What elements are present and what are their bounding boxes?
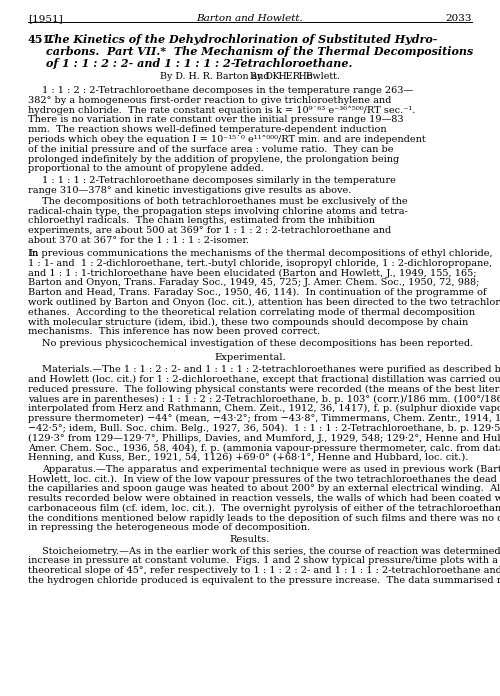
Text: pressure thermometer) −44° (mean, −43·2°; from −43·8°, Timmermans, Chem. Zentr.,: pressure thermometer) −44° (mean, −43·2°…	[28, 414, 500, 423]
Text: The Kinetics of the Dehydrochlorination of Substituted Hydro-: The Kinetics of the Dehydrochlorination …	[46, 34, 438, 45]
Text: theoretical slope of 45°, refer respectively to 1 : 1 : 2 : 2- and 1 : 1 : 1 : 2: theoretical slope of 45°, refer respecti…	[28, 566, 500, 575]
Text: Amer. Chem. Soc., 1936, 58, 404), f. p. (ammonia vapour-pressure thermometer, ca: Amer. Chem. Soc., 1936, 58, 404), f. p. …	[28, 443, 500, 452]
Text: Results.: Results.	[230, 535, 270, 544]
Text: −42·5°; idem, Bull. Soc. chim. Belg., 1927, 36, 504).  1 : 1 : 1 : 2-Tetrachloro: −42·5°; idem, Bull. Soc. chim. Belg., 19…	[28, 424, 500, 433]
Text: and 1 : 1 : 1-trichloroethane have been elucidated (Barton and Howlett, J., 1949: and 1 : 1 : 1-trichloroethane have been …	[28, 269, 476, 278]
Text: reduced pressure.  The following physical constants were recorded (the means of : reduced pressure. The following physical…	[28, 385, 500, 394]
Text: mechanisms.  This inference has now been proved correct.: mechanisms. This inference has now been …	[28, 327, 320, 336]
Text: with molecular structure (idem, ibid.), these two compounds should decompose by : with molecular structure (idem, ibid.), …	[28, 317, 468, 326]
Text: of 1 : 1 : 2 : 2- and 1 : 1 : 1 : 2-Tetrachloroethane.: of 1 : 1 : 2 : 2- and 1 : 1 : 1 : 2-Tetr…	[46, 58, 352, 69]
Text: ethanes.  According to the theoretical relation correlating mode of thermal deco: ethanes. According to the theoretical re…	[28, 308, 475, 317]
Text: and Howlett (loc. cit.) for 1 : 2-dichloroethane, except that fractional distill: and Howlett (loc. cit.) for 1 : 2-dichlo…	[28, 375, 500, 384]
Text: 451.: 451.	[28, 34, 55, 45]
Text: By D. H. R. B: By D. H. R. B	[250, 72, 313, 81]
Text: [1951]: [1951]	[28, 14, 63, 23]
Text: work outlined by Barton and Onyon (loc. cit.), attention has been directed to th: work outlined by Barton and Onyon (loc. …	[28, 298, 500, 307]
Text: By D. H. R. Barton and K. E. Howlett.: By D. H. R. Barton and K. E. Howlett.	[160, 72, 340, 81]
Text: Barton and Onyon, Trans. Faraday Soc., 1949, 45, 725; J. Amer. Chem. Soc., 1950,: Barton and Onyon, Trans. Faraday Soc., 1…	[28, 278, 479, 287]
Text: range 310—378° and kinetic investigations give results as above.: range 310—378° and kinetic investigation…	[28, 186, 351, 194]
Text: interpolated from Herz and Rathmann, Chem. Zeit., 1912, 36, 1417), f. p. (sulphu: interpolated from Herz and Rathmann, Che…	[28, 404, 500, 413]
Text: 2033: 2033	[446, 14, 472, 23]
Text: the hydrogen chloride produced is equivalent to the pressure increase.  The data: the hydrogen chloride produced is equiva…	[28, 576, 500, 585]
Text: chloroethyl radicals.  The chain lengths, estimated from the inhibition: chloroethyl radicals. The chain lengths,…	[28, 216, 375, 226]
Text: experiments, are about 500 at 369° for 1 : 1 : 2 : 2-tetrachloroethane and: experiments, are about 500 at 369° for 1…	[28, 226, 391, 235]
Text: In: In	[28, 248, 38, 258]
Text: carbons.  Part VII.*  The Mechanism of the Thermal Decompositions: carbons. Part VII.* The Mechanism of the…	[46, 46, 473, 57]
Text: radical-chain type, the propagation steps involving chlorine atoms and tetra-: radical-chain type, the propagation step…	[28, 207, 408, 216]
Text: prolonged indefinitely by the addition of propylene, the prolongation being: prolonged indefinitely by the addition o…	[28, 155, 399, 164]
Text: periods which obey the equation I = 10⁻¹⁵˙⁰ e¹¹˄⁰⁰⁰/RT min. and are independent: periods which obey the equation I = 10⁻¹…	[28, 135, 426, 144]
Text: of the initial pressure and of the surface area : volume ratio.  They can be: of the initial pressure and of the surfa…	[28, 145, 394, 154]
Text: Stoicheiometry.—As in the earlier work of this series, the course of reaction wa: Stoicheiometry.—As in the earlier work o…	[42, 546, 500, 555]
Text: Barton and Howlett.: Barton and Howlett.	[196, 14, 304, 23]
Text: the conditions mentioned below rapidly leads to the deposition of such films and: the conditions mentioned below rapidly l…	[28, 514, 500, 523]
Text: No previous physicochemical investigation of these decompositions has been repor: No previous physicochemical investigatio…	[42, 338, 473, 347]
Text: 1 : 1 : 2 : 2-Tetrachloroethane decomposes in the temperature range 263—: 1 : 1 : 2 : 2-Tetrachloroethane decompos…	[42, 86, 413, 95]
Text: Henning, and Kuss, Ber., 1921, 54, 1126) ∔69·0° (∔68·1°, Henne and Hubbard, loc.: Henning, and Kuss, Ber., 1921, 54, 1126)…	[28, 453, 468, 462]
Text: about 370 at 367° for the 1 : 1 : 1 : 2-isomer.: about 370 at 367° for the 1 : 1 : 1 : 2-…	[28, 236, 249, 245]
Text: Barton and Head, Trans. Faraday Soc., 1950, 46, 114).  In continuation of the pr: Barton and Head, Trans. Faraday Soc., 19…	[28, 288, 486, 297]
Text: in repressing the heterogeneous mode of decomposition.: in repressing the heterogeneous mode of …	[28, 523, 310, 532]
Text: Howlett, loc. cit.).  In view of the low vapour pressures of the two tetrachloro: Howlett, loc. cit.). In view of the low …	[28, 475, 500, 484]
Text: There is no variation in rate constant over the initial pressure range 19—83: There is no variation in rate constant o…	[28, 116, 404, 125]
Text: increase in pressure at constant volume.  Figs. 1 and 2 show typical pressure/ti: increase in pressure at constant volume.…	[28, 556, 498, 565]
Text: (129·3° from 129—129·7°, Phillips, Davies, and Mumford, J., 1929, 548; 129·2°, H: (129·3° from 129—129·7°, Phillips, Davie…	[28, 434, 500, 443]
Text: mm.  The reaction shows well-defined temperature-dependent induction: mm. The reaction shows well-defined temp…	[28, 125, 386, 134]
Text: The decompositions of both tetrachloroethanes must be exclusively of the: The decompositions of both tetrachloroet…	[42, 197, 408, 206]
Text: the capillaries and spoon gauge was heated to about 200° by an external electric: the capillaries and spoon gauge was heat…	[28, 484, 500, 493]
Text: 1 : 1- and  1 : 2-dichloroethane, tert.-butyl chloride, isopropyl chloride, 1 : : 1 : 1- and 1 : 2-dichloroethane, tert.-b…	[28, 259, 492, 267]
Text: carbonaceous film (cf. idem, loc. cit.).  The overnight pyrolysis of either of t: carbonaceous film (cf. idem, loc. cit.).…	[28, 504, 500, 513]
Text: proportional to the amount of propylene added.: proportional to the amount of propylene …	[28, 164, 264, 173]
Text: Apparatus.—The apparatus and experimental technique were as used in previous wor: Apparatus.—The apparatus and experimenta…	[42, 465, 500, 474]
Text: Experimental.: Experimental.	[214, 354, 286, 363]
Text: 1 : 1 : 1 : 2-Tetrachloroethane decomposes similarly in the temperature: 1 : 1 : 1 : 2-Tetrachloroethane decompos…	[42, 175, 396, 184]
Text: 382° by a homogeneous first-order reaction to give trichloroethylene and: 382° by a homogeneous first-order reacti…	[28, 96, 392, 105]
Text: In previous communications the mechanisms of the thermal decompositions of ethyl: In previous communications the mechanism…	[28, 248, 492, 258]
Text: results recorded below were obtained in reaction vessels, the walls of which had: results recorded below were obtained in …	[28, 494, 500, 503]
Text: values are in parentheses) : 1 : 1 : 2 : 2-Tetrachloroethane, b. p. 103° (corr.): values are in parentheses) : 1 : 1 : 2 :…	[28, 395, 500, 404]
Text: hydrogen chloride.  The rate constant equation is k = 10⁹˙⁶³ e⁻³⁶˄⁵⁰⁰/RT sec.⁻¹.: hydrogen chloride. The rate constant equ…	[28, 106, 415, 115]
Text: Materials.—The 1 : 1 : 2 : 2- and 1 : 1 : 1 : 2-tetrachloroethanes were purified: Materials.—The 1 : 1 : 2 : 2- and 1 : 1 …	[42, 365, 500, 374]
